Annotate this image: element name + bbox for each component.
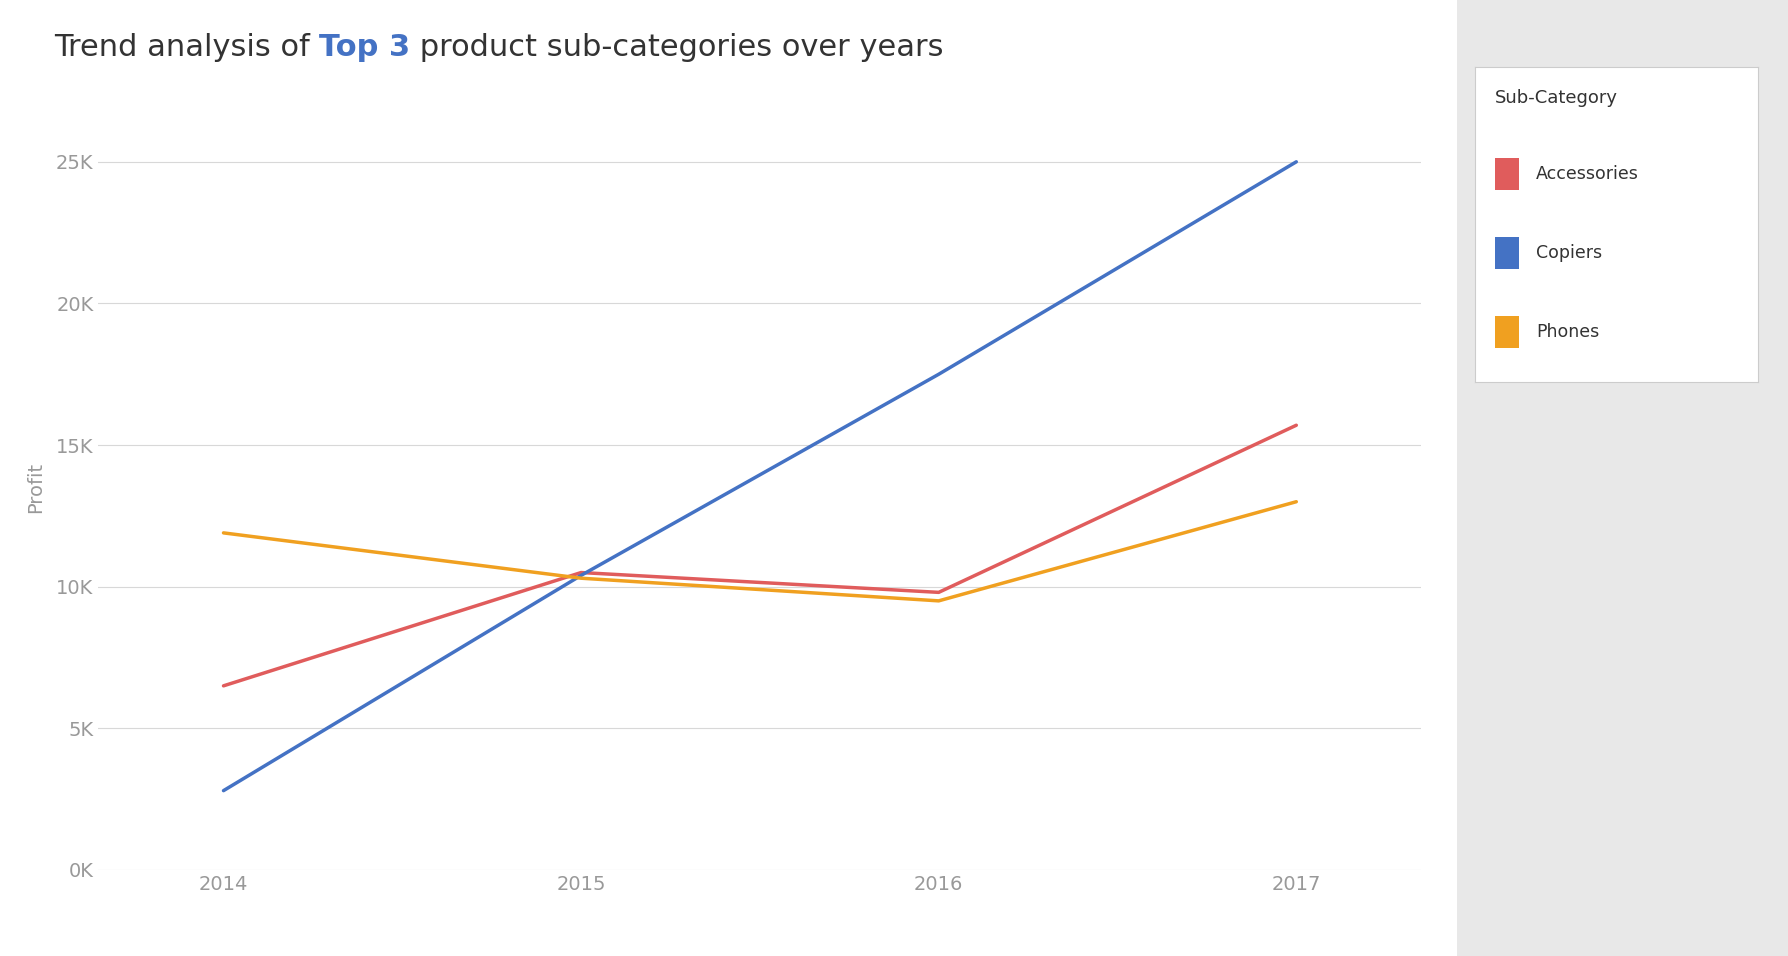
Text: Phones: Phones <box>1536 323 1598 341</box>
FancyBboxPatch shape <box>1495 237 1518 269</box>
Text: Top 3: Top 3 <box>318 33 409 62</box>
Text: Accessories: Accessories <box>1536 165 1640 184</box>
Y-axis label: Profit: Profit <box>25 462 45 513</box>
Text: Trend analysis of: Trend analysis of <box>54 33 318 62</box>
FancyBboxPatch shape <box>1495 316 1518 348</box>
FancyBboxPatch shape <box>1495 159 1518 190</box>
Text: Copiers: Copiers <box>1536 244 1602 262</box>
Text: product sub-categories over years: product sub-categories over years <box>409 33 944 62</box>
Text: Sub-Category: Sub-Category <box>1495 89 1618 107</box>
